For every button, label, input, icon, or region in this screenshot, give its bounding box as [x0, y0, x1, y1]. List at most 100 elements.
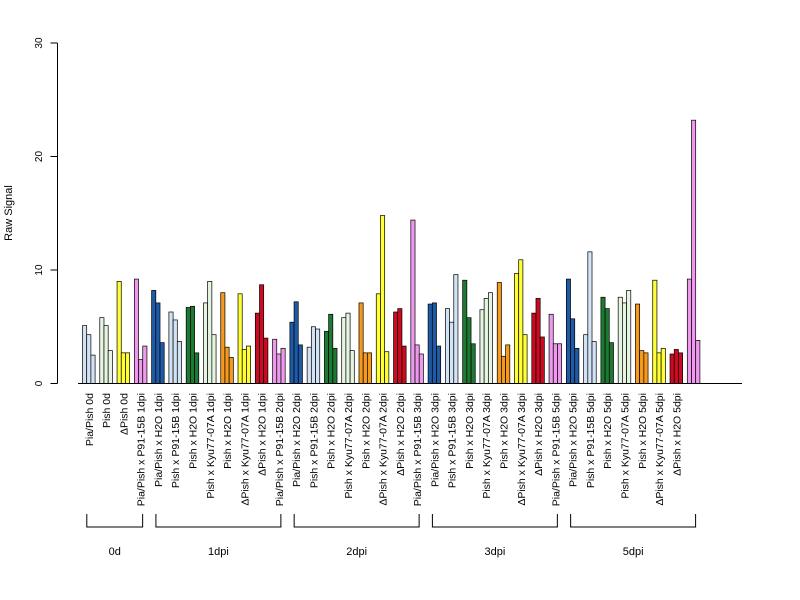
bar	[678, 352, 683, 384]
bar	[241, 349, 247, 384]
group-brackets: 0d 1dpi 2dpi 3dpi 5dpi	[86, 514, 697, 558]
x-axis-labels: Pia/Pish 0d Pish 0d ΔPish 0d Pia/Pish x P91…	[84, 393, 684, 506]
group-label: 1dpi	[208, 546, 229, 558]
bar	[349, 350, 355, 384]
bar	[622, 302, 627, 384]
x-tick-label: ΔPish x Kyu77-07A 2dpi	[378, 393, 390, 506]
bar	[263, 337, 269, 384]
bar	[155, 302, 161, 384]
bar	[401, 345, 407, 384]
x-tick-label: Pish 0d	[101, 393, 113, 428]
bar	[125, 352, 131, 384]
bar	[639, 350, 645, 384]
bar	[501, 355, 506, 384]
bar	[686, 278, 692, 384]
group-bracket	[570, 514, 697, 528]
x-tick-label: Pish x H2O 2dpi	[360, 393, 372, 469]
bar	[574, 347, 580, 384]
bar	[531, 312, 537, 384]
x-tick-label: Pia/Pish x P91-15B 3dpi	[412, 393, 424, 506]
bar	[570, 318, 576, 384]
bar	[449, 321, 455, 384]
bar	[90, 354, 96, 384]
bar	[695, 340, 701, 384]
bar	[565, 278, 571, 384]
x-tick-label: Pish x Kyu77-07A 3dpi	[481, 393, 493, 499]
bar	[496, 282, 502, 384]
bar	[185, 307, 191, 384]
bar	[142, 345, 148, 384]
bars	[82, 119, 701, 384]
bar	[626, 290, 632, 384]
x-tick-label: ΔPish x Kyu77-07A 5dpi	[654, 393, 666, 506]
bar	[466, 317, 472, 384]
bar	[643, 352, 649, 384]
bar	[172, 319, 178, 384]
bar	[315, 328, 321, 384]
bar	[600, 296, 606, 384]
bar	[483, 298, 489, 384]
bar	[691, 119, 697, 384]
x-tick-label: ΔPish 0d	[118, 393, 130, 435]
bar	[518, 259, 524, 384]
bar	[535, 298, 541, 384]
x-tick-label: Pish x H2O 1dpi	[222, 393, 234, 469]
bar	[324, 330, 329, 384]
bar	[280, 347, 286, 384]
y-tick-label: 30	[34, 37, 45, 49]
bar	[380, 215, 386, 384]
bar	[276, 353, 282, 384]
bar	[86, 334, 92, 384]
group-bracket	[86, 514, 144, 528]
x-tick-label: Pish x P91-15B 1dpi	[170, 393, 182, 488]
bar	[591, 341, 597, 384]
bar	[539, 336, 545, 384]
x-tick-label: ΔPish x H2O 3dpi	[533, 393, 545, 476]
bar	[375, 293, 381, 384]
bar	[211, 334, 217, 384]
x-tick-label: Pish x H2O 3dpi	[499, 393, 511, 469]
bar	[470, 343, 476, 384]
x-tick-label: Pia/Pish 0d	[84, 393, 96, 446]
bar	[120, 352, 126, 384]
bar	[293, 301, 299, 384]
x-tick-label: Pia/Pish x H2O 1dpi	[153, 393, 165, 487]
x-tick-label: Pia/Pish x P91-15B 5dpi	[550, 393, 562, 506]
bar	[656, 352, 662, 384]
bar	[176, 341, 182, 384]
bar	[505, 344, 511, 384]
bar	[103, 325, 109, 384]
x-tick-label: Pish x H2O 5dpi	[602, 393, 614, 469]
bar	[397, 308, 403, 384]
x-tick-label: Pish x Kyu77-07A 2dpi	[343, 393, 355, 499]
bar	[514, 273, 520, 384]
bar	[272, 338, 278, 384]
group-bracket	[431, 514, 558, 528]
bar	[116, 281, 122, 384]
bar	[608, 342, 614, 384]
bar	[194, 352, 200, 384]
bar	[358, 302, 364, 384]
bar	[552, 343, 558, 384]
x-tick-label: ΔPish x Kyu77-07A 3dpi	[516, 393, 528, 506]
bar	[297, 344, 303, 384]
bar	[548, 313, 554, 384]
group-bracket	[155, 514, 282, 528]
x-tick-label: Pish x P91-15B 2dpi	[308, 393, 320, 488]
bar	[410, 219, 416, 384]
bar	[587, 251, 593, 384]
x-tick-label: Pish x H2O 5dpi	[637, 393, 649, 469]
bar	[462, 279, 468, 384]
bar	[583, 334, 589, 384]
group-label: 5dpi	[623, 546, 644, 558]
bar	[479, 309, 485, 384]
y-axis-label: Raw Signal	[3, 185, 15, 241]
bar	[332, 347, 338, 384]
bar	[151, 290, 157, 384]
bar	[660, 347, 666, 384]
x-tick-label: Pia/Pish x H2O 2dpi	[291, 393, 303, 487]
bar	[418, 353, 424, 384]
x-tick-label: Pia/Pish x H2O 3dpi	[429, 393, 441, 487]
bar	[652, 279, 658, 384]
bar	[393, 311, 399, 384]
